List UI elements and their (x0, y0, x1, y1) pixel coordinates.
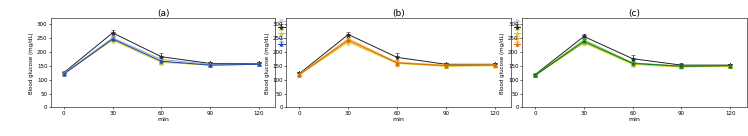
Title: (b): (b) (392, 9, 405, 18)
X-axis label: min: min (393, 117, 405, 122)
X-axis label: min: min (628, 117, 640, 122)
Legend: Normal, MGO, AG, EC 50, EC 200: Normal, MGO, AG, EC 50, EC 200 (278, 18, 304, 47)
Y-axis label: Blood glucose (mg/dL): Blood glucose (mg/dL) (265, 32, 270, 94)
Title: (c): (c) (628, 9, 640, 18)
X-axis label: min: min (157, 117, 169, 122)
Y-axis label: Blood glucose (mg/dL): Blood glucose (mg/dL) (500, 32, 506, 94)
Y-axis label: Blood glucose (mg/dL): Blood glucose (mg/dL) (29, 32, 34, 94)
Legend: Normal, MGO, AG, IO 50, IO 200: Normal, MGO, AG, IO 50, IO 200 (513, 18, 540, 47)
Title: (a): (a) (157, 9, 169, 18)
